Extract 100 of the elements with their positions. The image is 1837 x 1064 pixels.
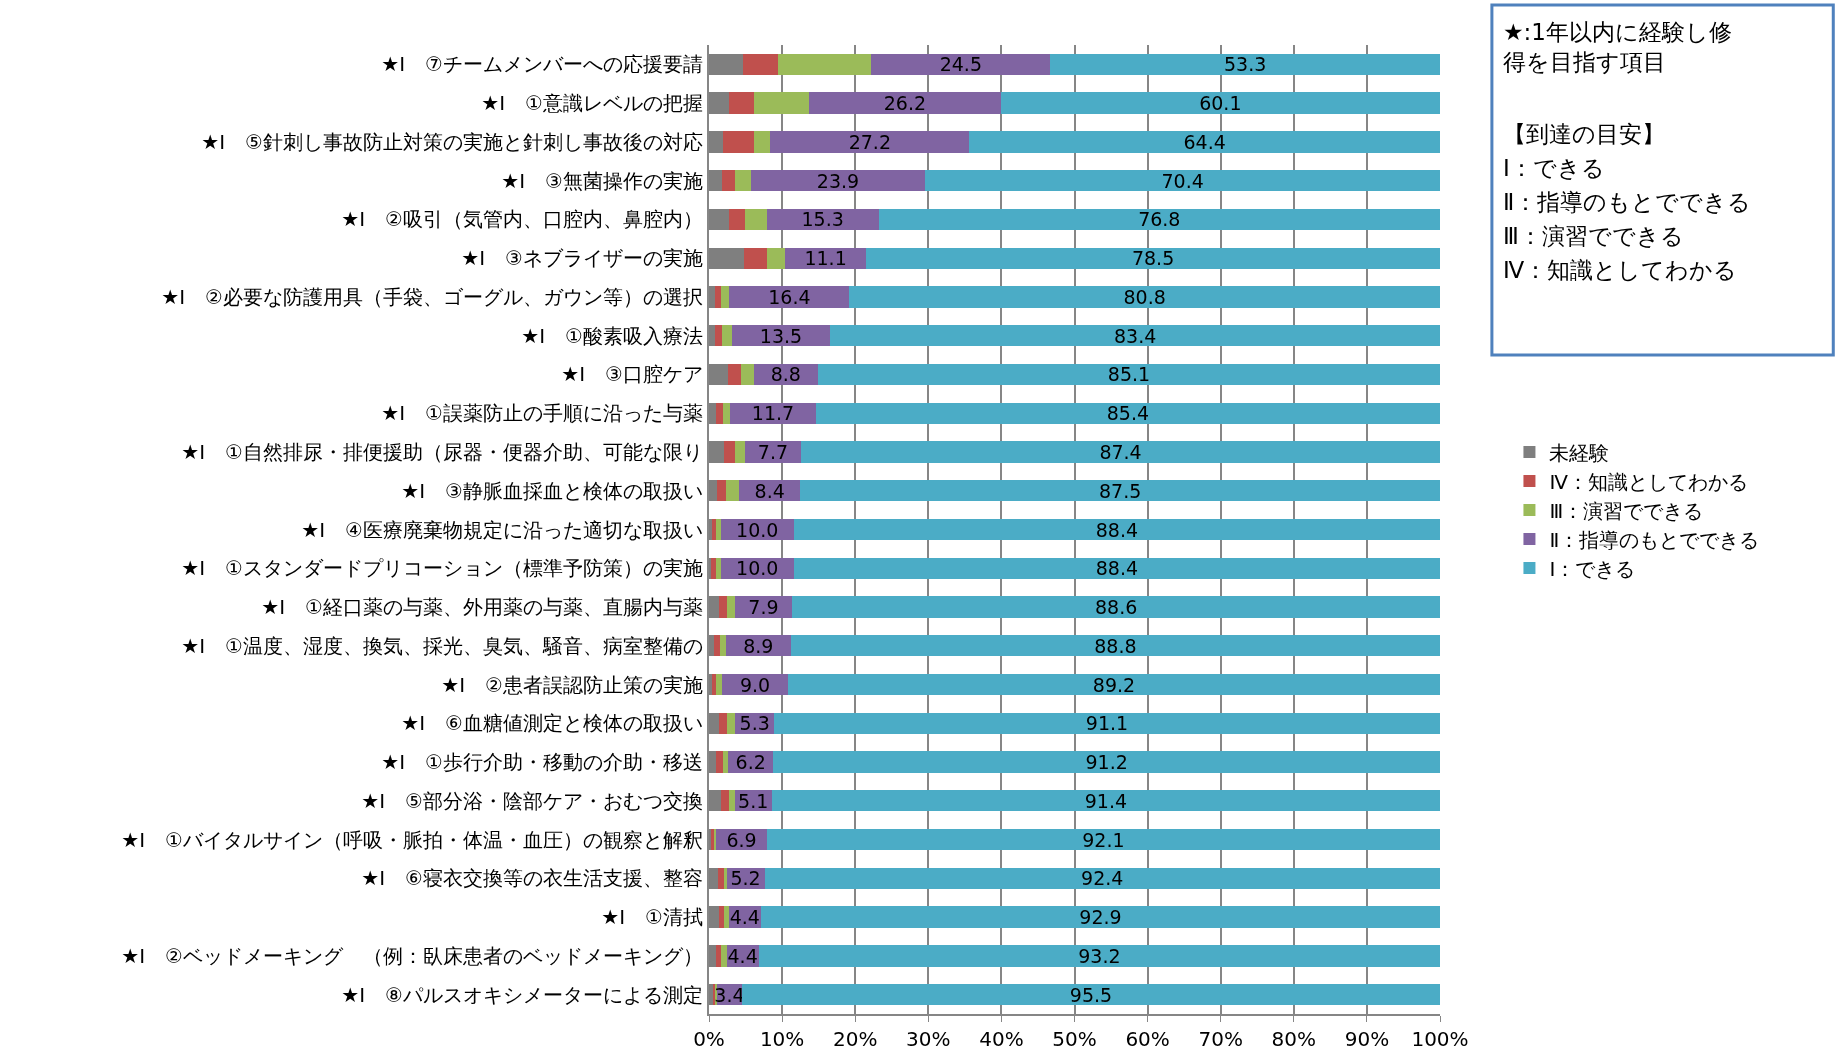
- y-tick-label: ★Ⅰ ①酸素吸入療法: [521, 323, 703, 348]
- bar: [717, 867, 724, 889]
- bar: [724, 906, 729, 928]
- data-label: 89.2: [1092, 673, 1136, 696]
- y-tick-label: ★Ⅰ ①清拭: [601, 905, 703, 930]
- bar: [718, 596, 728, 618]
- y-tick-label: ★Ⅰ ①歩行介助・移動の介助・移送: [381, 750, 703, 775]
- data-label: 6.2: [735, 751, 766, 774]
- bar: [729, 92, 755, 114]
- legend-label: Ⅰ：できる: [1549, 556, 1636, 581]
- legend-label: Ⅲ：演習でできる: [1549, 498, 1704, 523]
- y-tick-label: ★Ⅰ ①誤薬防止の手順に沿った与薬: [381, 401, 703, 426]
- data-label: 85.4: [1106, 402, 1150, 425]
- x-tick-label: 90%: [1344, 1027, 1390, 1051]
- bar: [714, 286, 721, 308]
- data-label: 91.4: [1084, 789, 1128, 812]
- data-label: 92.9: [1079, 906, 1122, 929]
- y-tick-label: ★Ⅰ ⑧パルスオキシメーターによる測定: [341, 982, 703, 1007]
- data-label: 4.4: [727, 944, 758, 967]
- data-label: 88.4: [1095, 518, 1139, 541]
- bar: [727, 596, 735, 618]
- x-tick-label: 40%: [979, 1027, 1024, 1051]
- bar: [725, 480, 739, 502]
- bar: [729, 790, 735, 812]
- bar: [753, 131, 771, 153]
- bar: [771, 790, 1440, 812]
- data-label: 9.0: [739, 673, 771, 696]
- bar: [744, 441, 802, 463]
- bar: [750, 170, 926, 192]
- bar: [817, 363, 1440, 386]
- data-label: 11.1: [804, 247, 847, 270]
- y-tick-label: ★Ⅰ ②患者誤認防止策の実施: [441, 672, 703, 697]
- data-label: 13.5: [759, 324, 803, 347]
- bar: [723, 441, 735, 463]
- y-tick-label: ★Ⅰ ②ベッドメーキング （例：臥床患者のベッドメーキング）: [121, 943, 703, 968]
- data-label: 64.4: [1183, 130, 1226, 153]
- data-label: 87.5: [1099, 479, 1142, 502]
- data-label: 88.8: [1094, 634, 1137, 657]
- data-label: 76.8: [1138, 208, 1181, 231]
- bar: [716, 673, 723, 696]
- data-label: 15.3: [801, 208, 844, 231]
- bar: [744, 247, 768, 269]
- data-label: 80.8: [1123, 285, 1166, 308]
- bar: [715, 557, 721, 579]
- bar: [764, 867, 1440, 889]
- bar: [871, 53, 1051, 76]
- y-tick-label: ★Ⅰ ①意識レベルの把握: [481, 91, 703, 116]
- data-label: 5.2: [730, 867, 761, 890]
- bar: [719, 635, 726, 657]
- data-label: 91.1: [1085, 712, 1129, 735]
- x-tick-label: 80%: [1271, 1027, 1317, 1051]
- bar: [714, 635, 720, 657]
- bar: [790, 635, 1440, 657]
- data-label: 87.4: [1099, 440, 1142, 463]
- bar: [742, 53, 778, 76]
- bar: [878, 208, 1440, 231]
- data-label: 24.5: [939, 53, 982, 76]
- bar: [969, 131, 1440, 153]
- y-tick-label: ★Ⅰ ③ネブライザーの実施: [461, 246, 703, 271]
- y-tick-label: ★Ⅰ ⑥寝衣交換等の衣生活支援、整容: [361, 866, 703, 891]
- data-label: 4.4: [729, 906, 760, 929]
- y-tick-label: ★Ⅰ ⑤針刺し事故防止対策の実施と針刺し事故後の対応: [201, 129, 703, 154]
- data-label: 5.3: [739, 712, 770, 735]
- y-tick-label: ★Ⅰ ③無菌操作の実施: [501, 168, 703, 193]
- bar: [716, 945, 722, 967]
- y-tick-label: ★Ⅰ ⑥血糖値測定と検体の取扱い: [401, 711, 703, 736]
- y-tick-label: ★Ⅰ ①自然排尿・排便援助（尿器・便器介助、可能な限り: [181, 439, 703, 464]
- bar: [773, 751, 1440, 773]
- bar: [760, 906, 1440, 928]
- data-label: 78.5: [1131, 247, 1175, 270]
- y-tick-label: ★Ⅰ ②吸引（気管内、口腔内、鼻腔内）: [341, 207, 703, 232]
- bar: [722, 402, 731, 424]
- bar: [734, 441, 745, 463]
- bar: [767, 247, 786, 269]
- bar: [866, 247, 1440, 269]
- bar: [792, 596, 1440, 618]
- legend-label: Ⅳ：知識としてわかる: [1549, 469, 1748, 494]
- data-label: 60.1: [1199, 92, 1242, 115]
- data-label: 8.4: [754, 479, 785, 502]
- data-label: 85.1: [1107, 363, 1151, 386]
- bar: [729, 286, 850, 308]
- text: Ⅱ：指導のもとでできる: [1503, 189, 1752, 215]
- y-tick-label: ★Ⅰ ③静脈血採血と検体の取扱い: [401, 478, 703, 503]
- data-label: 92.1: [1082, 828, 1125, 851]
- x-tick-label: 100%: [1411, 1027, 1469, 1051]
- bar: [787, 673, 1440, 696]
- bar: [1000, 92, 1440, 114]
- data-label: 10.0: [736, 518, 779, 541]
- bar: [758, 945, 1440, 967]
- bar: [720, 790, 730, 812]
- data-label: 83.4: [1114, 324, 1157, 347]
- bar: [729, 208, 745, 231]
- bar: [722, 131, 754, 153]
- bar: [714, 325, 723, 347]
- data-label: 5.1: [738, 789, 769, 812]
- x-tick-label: 60%: [1125, 1027, 1170, 1051]
- legend-label: 未経験: [1549, 440, 1610, 465]
- data-label: 6.9: [726, 828, 757, 851]
- text: Ⅲ：演習でできる: [1503, 223, 1684, 249]
- data-label: 16.4: [768, 285, 811, 308]
